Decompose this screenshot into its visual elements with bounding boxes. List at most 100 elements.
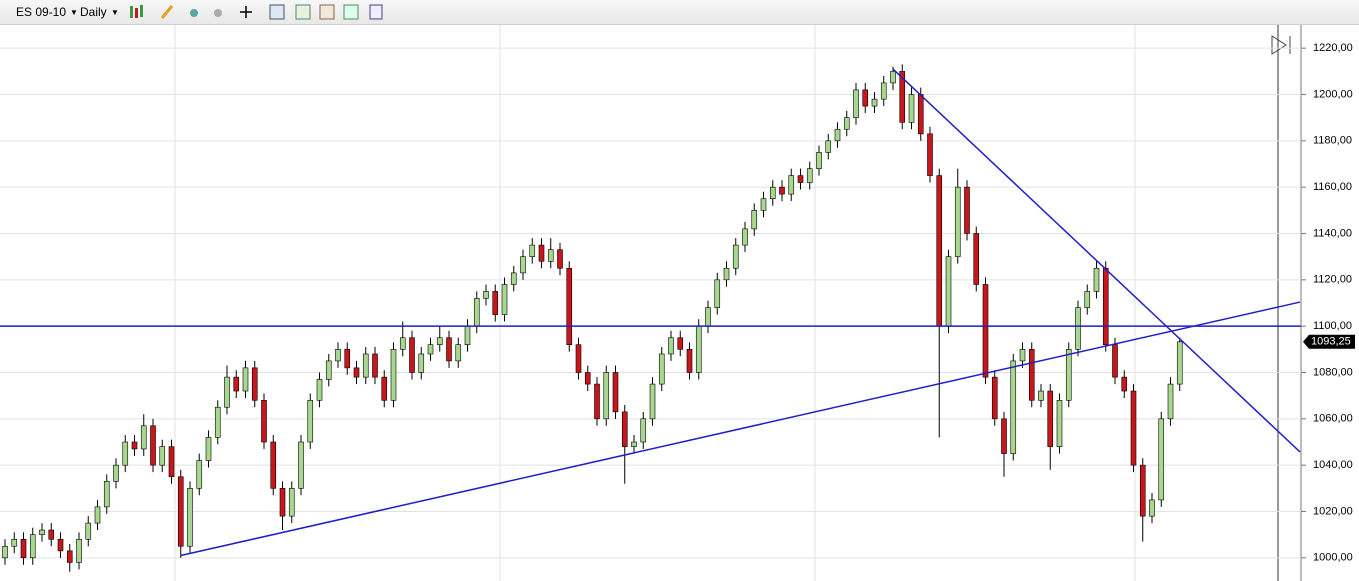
candle-body bbox=[621, 411, 628, 447]
candle-body bbox=[547, 249, 554, 262]
instrument-selector[interactable]: ES 09-10 bbox=[16, 5, 67, 19]
candle-body bbox=[390, 349, 397, 401]
chart-style-icon[interactable] bbox=[140, 5, 143, 17]
candle-body bbox=[307, 399, 314, 443]
candle-body bbox=[1139, 464, 1146, 517]
candle-body bbox=[695, 325, 702, 373]
candle-body bbox=[779, 186, 785, 195]
dropdown-arrow[interactable]: ▼ bbox=[70, 8, 78, 17]
candle-body bbox=[853, 89, 859, 118]
y-tick-label: 1000,00 bbox=[1313, 552, 1353, 564]
candle-body bbox=[473, 298, 480, 327]
zoom-icon[interactable] bbox=[190, 9, 198, 17]
trend-line bbox=[180, 301, 1301, 557]
candle-body bbox=[1176, 341, 1183, 385]
candle-body bbox=[603, 372, 610, 420]
candle-body bbox=[825, 140, 832, 153]
candle-body bbox=[418, 353, 425, 373]
candle-body bbox=[436, 337, 443, 345]
candle-body bbox=[122, 441, 129, 466]
y-tick-label: 1180,00 bbox=[1313, 135, 1352, 147]
candle-body bbox=[594, 383, 600, 420]
candle-body bbox=[806, 168, 813, 183]
strategy-icon[interactable] bbox=[319, 4, 335, 20]
candle-body bbox=[103, 481, 110, 508]
candle-body bbox=[612, 372, 619, 413]
candle-body bbox=[39, 529, 45, 535]
candle-body bbox=[335, 349, 341, 362]
candle-body bbox=[1047, 390, 1054, 447]
candle-body bbox=[279, 488, 286, 517]
chart-style-icon[interactable] bbox=[130, 6, 133, 18]
candle-body bbox=[843, 117, 850, 130]
candle-body bbox=[1158, 418, 1165, 501]
indicator-icon[interactable] bbox=[295, 4, 311, 20]
chart-style-icon[interactable] bbox=[135, 8, 138, 18]
candle-body bbox=[353, 367, 360, 378]
candle-body bbox=[261, 399, 267, 443]
candle-body bbox=[658, 353, 665, 385]
candle-body bbox=[48, 529, 55, 540]
scroll-end-icon[interactable] bbox=[1271, 35, 1291, 55]
candle-body bbox=[566, 267, 573, 345]
candle-body bbox=[288, 488, 295, 517]
crosshair-icon[interactable] bbox=[240, 6, 252, 18]
candle-body bbox=[705, 307, 711, 327]
vertical-grid bbox=[174, 25, 1136, 581]
candle-body bbox=[85, 522, 92, 540]
toolbar: ES 09-10 ▼ Daily ▼ bbox=[0, 0, 1359, 25]
candle-body bbox=[492, 291, 499, 315]
properties-icon[interactable] bbox=[369, 4, 383, 20]
candle-body bbox=[686, 349, 693, 373]
candle-body bbox=[1102, 267, 1109, 345]
candle-body bbox=[159, 446, 166, 466]
candle-body bbox=[890, 71, 896, 84]
template-icon[interactable] bbox=[343, 4, 359, 20]
candle-body bbox=[1001, 418, 1007, 454]
candle-body bbox=[1084, 291, 1091, 308]
candle-body bbox=[880, 82, 887, 100]
candle-body bbox=[214, 406, 221, 438]
candle-body bbox=[927, 133, 933, 176]
candle-body bbox=[1010, 360, 1017, 454]
dropdown-arrow[interactable]: ▼ bbox=[111, 8, 119, 17]
y-tick-label: 1040,00 bbox=[1313, 459, 1353, 471]
candle-body bbox=[168, 446, 175, 478]
candle-body bbox=[483, 291, 489, 299]
candle-body bbox=[640, 418, 647, 443]
candle-body bbox=[917, 94, 924, 135]
y-tick-label: 1220,00 bbox=[1313, 42, 1353, 54]
candle-body bbox=[816, 152, 822, 169]
last-price-label: 1093,25 bbox=[1311, 336, 1351, 348]
candle-body bbox=[316, 379, 323, 401]
candle-body bbox=[1167, 383, 1174, 420]
zoom-out-icon[interactable] bbox=[214, 9, 222, 17]
candle-body bbox=[1121, 376, 1128, 392]
candle-body bbox=[344, 349, 351, 369]
candle-body bbox=[945, 256, 952, 327]
candle-body bbox=[233, 376, 240, 392]
candle-body bbox=[538, 244, 545, 262]
candle-body bbox=[464, 325, 471, 345]
candle-body bbox=[584, 372, 591, 385]
draw-tool-icon[interactable] bbox=[160, 5, 174, 19]
candle-body bbox=[991, 376, 998, 420]
candle-body bbox=[140, 425, 147, 450]
candle-body bbox=[1075, 307, 1081, 350]
candle-body bbox=[251, 367, 258, 401]
y-tick-label: 1060,00 bbox=[1313, 413, 1353, 425]
candle-body bbox=[224, 376, 230, 408]
period-selector[interactable]: Daily bbox=[80, 5, 107, 19]
candle-body bbox=[325, 360, 332, 380]
y-tick-label: 1120,00 bbox=[1313, 274, 1352, 286]
candle-body bbox=[714, 279, 721, 308]
candle-body bbox=[205, 437, 212, 461]
candle-body bbox=[788, 175, 795, 195]
candle-body bbox=[381, 376, 388, 401]
candle-body bbox=[862, 89, 869, 107]
candle-body bbox=[66, 550, 73, 563]
candle-body bbox=[94, 506, 101, 524]
candle-body bbox=[936, 175, 943, 327]
data-box-icon[interactable] bbox=[269, 4, 285, 20]
